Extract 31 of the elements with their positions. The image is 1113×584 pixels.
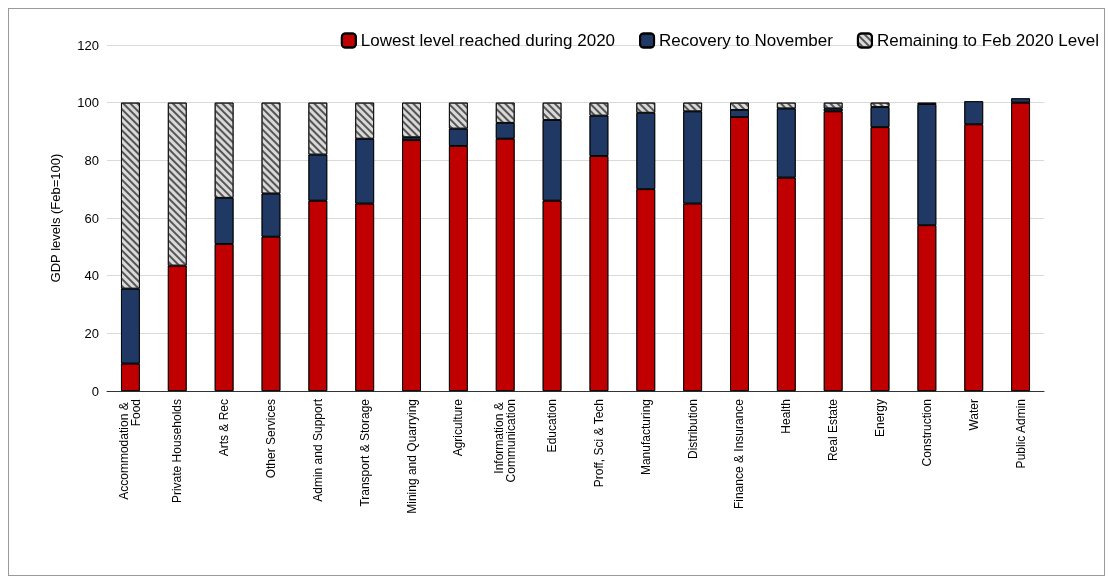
y-tick-label: 20 — [84, 325, 99, 341]
legend-label: Remaining to Feb 2020 Level — [876, 31, 1100, 50]
y-axis-title: GDP levels (Feb=100) — [48, 153, 63, 283]
y-tick-label: 60 — [84, 210, 99, 226]
x-tick-label: Distribution — [685, 399, 700, 460]
y-tick-label: 100 — [77, 95, 99, 111]
x-tick-label: Private Households — [170, 399, 185, 504]
x-tick-label: Mining and Quarrying — [404, 399, 419, 514]
x-tick-label: Accommodation & Food — [117, 399, 144, 500]
x-tick-label: Other Services — [263, 399, 278, 479]
x-tick-label: Real Estate — [826, 398, 841, 462]
legend-label: Recovery to November — [659, 31, 834, 50]
x-tick-label: Health — [779, 399, 794, 434]
x-tick-label: Construction — [919, 399, 934, 467]
x-tick-label: Water — [966, 399, 981, 431]
y-tick-label: 40 — [84, 268, 99, 284]
x-tick-label: Information & Communication — [492, 399, 519, 483]
x-tick-label: Education — [545, 399, 560, 453]
legend-label: Lowest level reached during 2020 — [360, 31, 616, 50]
x-tick-label: Public Admin — [1013, 399, 1028, 469]
x-tick-label: Finance & Insurance — [732, 398, 747, 510]
x-tick-label: Manufacturing — [638, 399, 653, 476]
x-tick-label: Transport & Storage — [357, 398, 372, 507]
y-tick-label: 0 — [91, 383, 99, 399]
y-tick-label: 120 — [77, 37, 99, 53]
x-tick-label: Admin and Support — [310, 398, 325, 502]
x-tick-label: Arts & Rec — [217, 399, 232, 457]
x-tick-label: Energy — [873, 399, 888, 438]
x-tick-label: Agriculture — [451, 398, 466, 457]
y-tick-label: 80 — [84, 152, 99, 168]
x-tick-label: Proff, Sci & Tech — [591, 399, 606, 488]
